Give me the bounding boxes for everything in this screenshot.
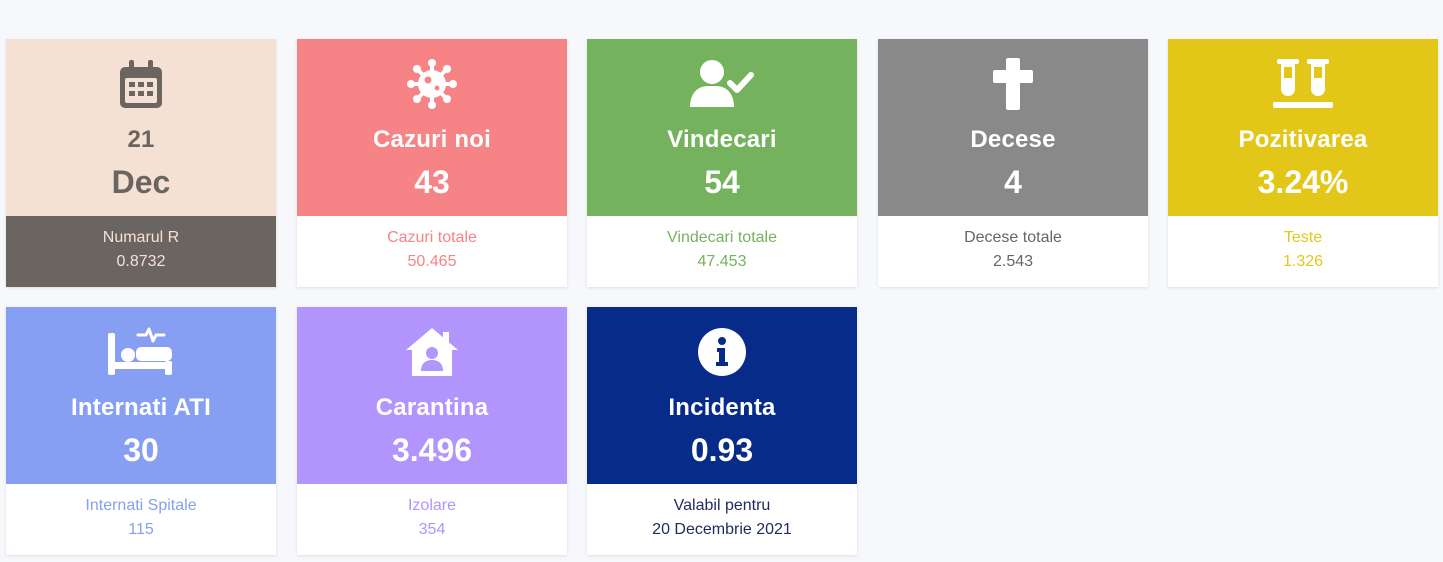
hospitalized-value: 115 — [128, 521, 154, 538]
positivity-value: 3.24% — [1257, 164, 1349, 200]
isolation-value: 354 — [418, 521, 446, 538]
date-card-footer: Numarul R 0.8732 — [6, 216, 276, 287]
icu-value: 30 — [123, 432, 159, 468]
isolation-label: Izolare — [407, 497, 457, 514]
info-icon — [587, 327, 857, 377]
r-number-label: Numarul R — [102, 229, 180, 246]
recoveries-value: 54 — [704, 164, 740, 200]
hospitalized-label: Internati Spitale — [85, 497, 197, 514]
total-deaths-label: Decese totale — [964, 229, 1062, 246]
date-month: Dec — [111, 164, 171, 200]
date-card-header: 21 Dec — [6, 39, 276, 216]
total-recoveries-value: 47.453 — [697, 253, 747, 270]
new-cases-label: Cazuri noi — [372, 126, 491, 153]
tests-label: Teste — [1283, 229, 1323, 246]
icu-label: Internati ATI — [71, 394, 211, 421]
test-tubes-icon — [1168, 59, 1438, 109]
hospital-bed-icon — [6, 327, 276, 377]
date-day: 21 — [127, 126, 155, 153]
date-card: 21 Dec Numarul R 0.8732 — [6, 39, 276, 287]
total-cases-value: 50.465 — [407, 253, 457, 270]
valid-for-date: 20 Decembrie 2021 — [652, 521, 792, 538]
positivity-card: Pozitivarea 3.24% Teste 1.326 — [1168, 39, 1438, 287]
tests-value: 1.326 — [1282, 253, 1324, 270]
recoveries-label: Vindecari — [667, 126, 777, 153]
valid-for-label: Valabil pentru — [673, 497, 771, 514]
incidence-card: Incidenta 0.93 Valabil pentru 20 Decembr… — [587, 307, 857, 555]
icu-card: Internati ATI 30 Internati Spitale 115 — [6, 307, 276, 555]
new-cases-card: Cazuri noi 43 Cazuri totale 50.465 — [297, 39, 567, 287]
incidence-value: 0.93 — [690, 432, 754, 468]
positivity-label: Pozitivarea — [1238, 126, 1368, 153]
deaths-label: Decese — [970, 126, 1056, 153]
incidence-label: Incidenta — [668, 394, 776, 421]
recoveries-card: Vindecari 54 Vindecari totale 47.453 — [587, 39, 857, 287]
virus-icon — [297, 59, 567, 109]
total-cases-label: Cazuri totale — [387, 229, 477, 246]
r-number-value: 0.8732 — [116, 253, 166, 270]
user-check-icon — [587, 59, 857, 109]
new-cases-value: 43 — [414, 164, 450, 200]
quarantine-card: Carantina 3.496 Izolare 354 — [297, 307, 567, 555]
house-user-icon — [297, 327, 567, 377]
deaths-card: Decese 4 Decese totale 2.543 — [878, 39, 1148, 287]
total-recoveries-label: Vindecari totale — [667, 229, 777, 246]
total-deaths-value: 2.543 — [992, 253, 1034, 270]
cross-icon — [878, 58, 1148, 110]
calendar-icon — [6, 59, 276, 109]
deaths-value: 4 — [1004, 164, 1022, 200]
quarantine-value: 3.496 — [391, 432, 473, 468]
quarantine-label: Carantina — [375, 394, 489, 421]
